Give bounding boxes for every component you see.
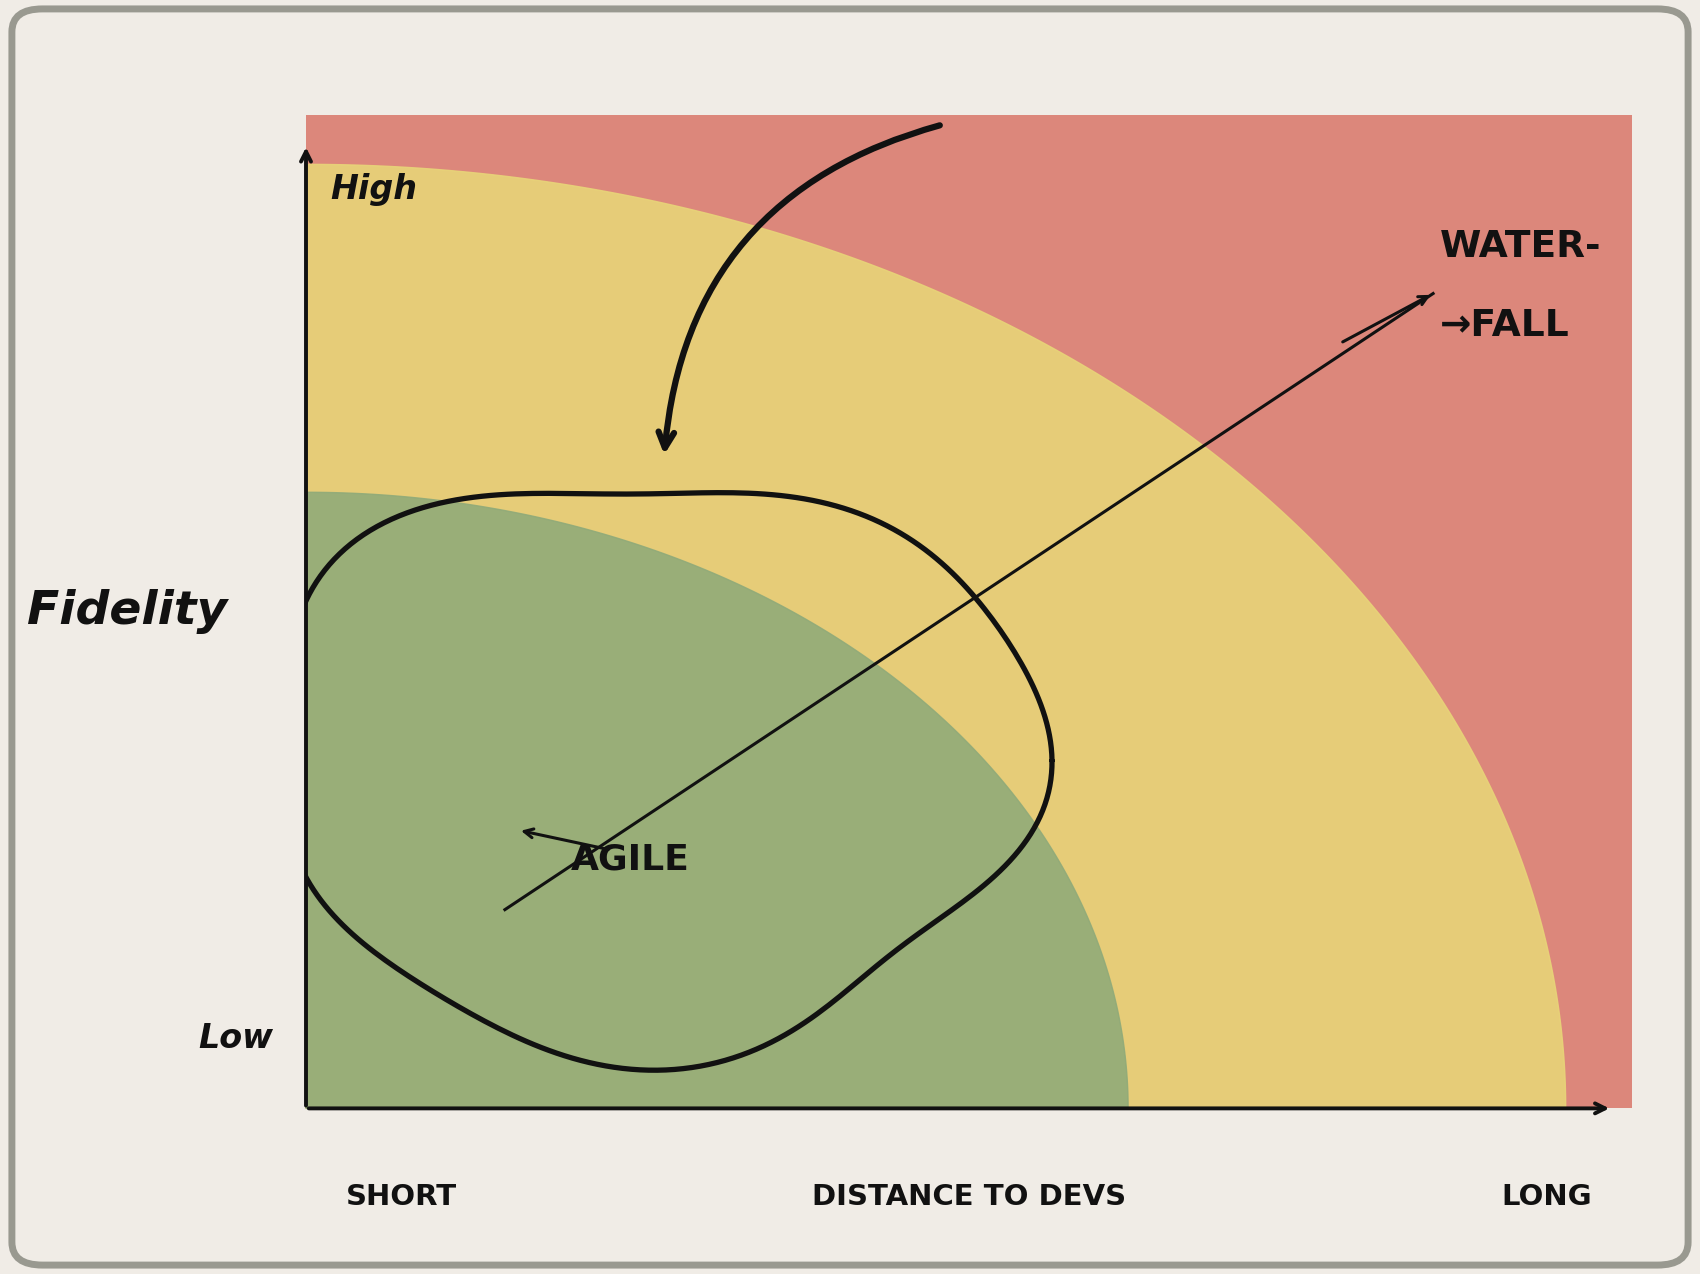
Text: SHORT: SHORT bbox=[345, 1182, 457, 1210]
Text: DISTANCE TO DEVS: DISTANCE TO DEVS bbox=[813, 1182, 1125, 1210]
Text: WATER-: WATER- bbox=[1440, 229, 1601, 265]
Polygon shape bbox=[306, 164, 1566, 1108]
Text: →FALL: →FALL bbox=[1440, 308, 1569, 344]
Text: LONG: LONG bbox=[1501, 1182, 1593, 1210]
Polygon shape bbox=[306, 492, 1129, 1108]
Text: Low: Low bbox=[197, 1022, 272, 1055]
Text: Fidelity: Fidelity bbox=[27, 589, 228, 634]
Text: High: High bbox=[330, 173, 416, 205]
Text: AGILE: AGILE bbox=[571, 843, 690, 877]
